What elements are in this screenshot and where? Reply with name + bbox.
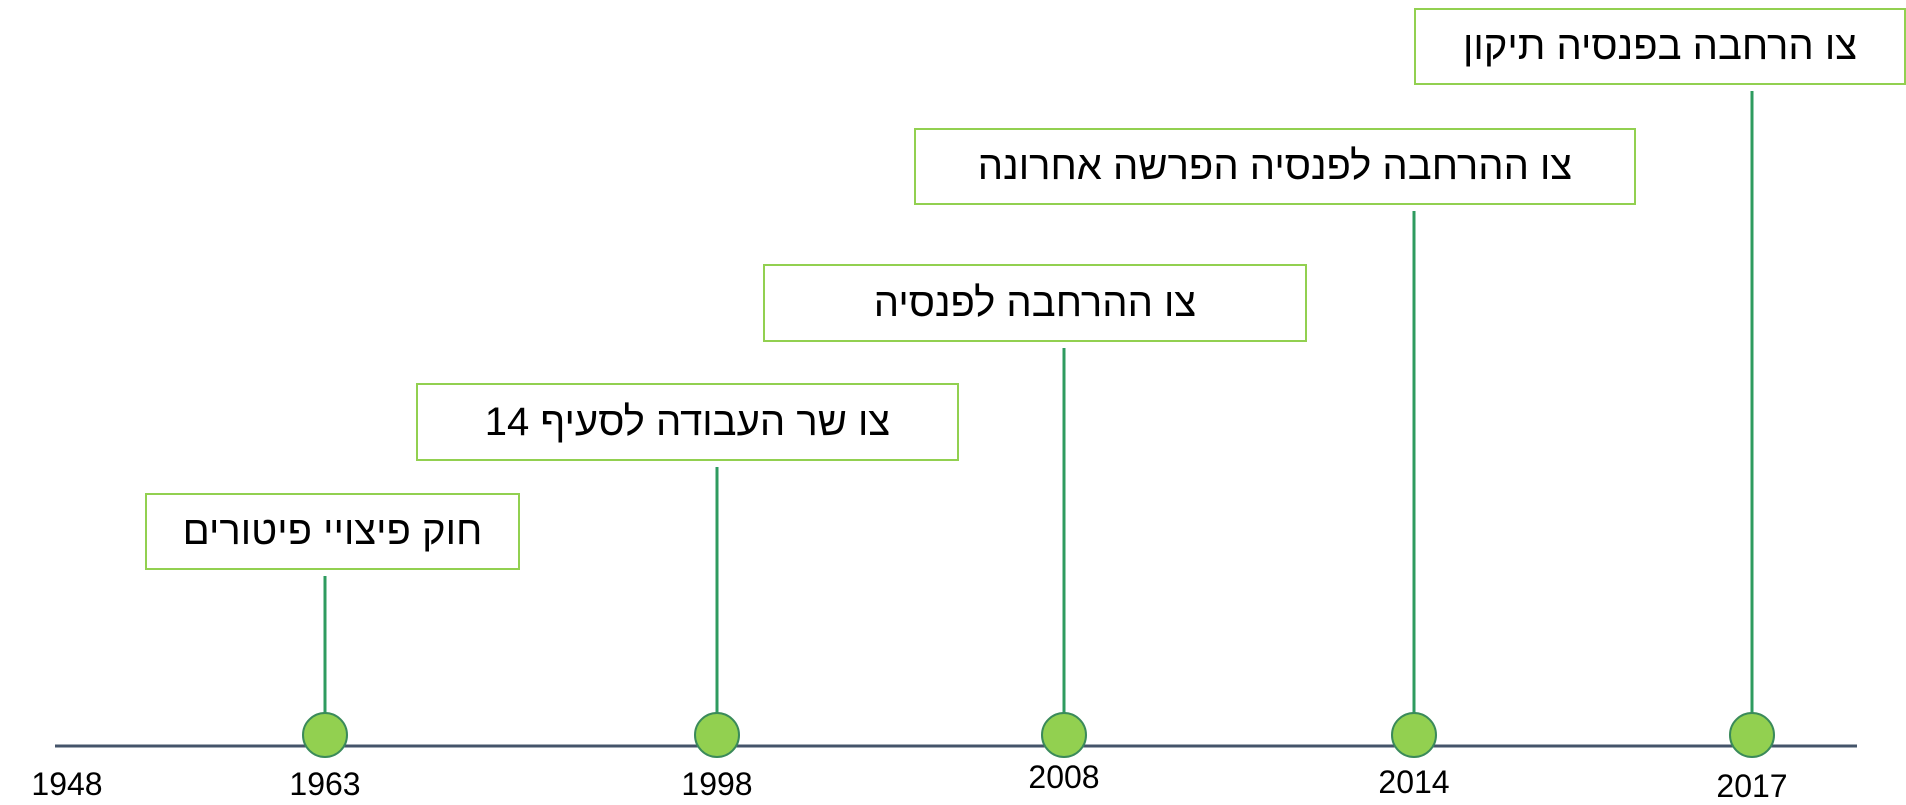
event-year: 2014 xyxy=(1378,764,1450,800)
event-dot xyxy=(1729,712,1775,758)
event-label: צו הרחבה בפנסיה תיקון xyxy=(1414,8,1906,85)
event-dot xyxy=(1391,712,1437,758)
event-year: 1963 xyxy=(289,766,361,802)
event-dot xyxy=(1041,712,1087,758)
event-year: 1998 xyxy=(681,766,753,802)
event-label: חוק פיצויי פיטורים xyxy=(145,493,520,570)
event-label: צו ההרחבה לפנסיה xyxy=(763,264,1307,342)
event-dot xyxy=(302,712,348,758)
start-year: 1948 xyxy=(31,766,103,802)
event-dot xyxy=(694,712,740,758)
event-label: צו ההרחבה לפנסיה הפרשה אחרונה xyxy=(914,128,1636,205)
event-year: 2008 xyxy=(1028,759,1100,795)
event-label: צו שר העבודה לסעיף 14 xyxy=(416,383,959,461)
event-year: 2017 xyxy=(1716,768,1788,804)
